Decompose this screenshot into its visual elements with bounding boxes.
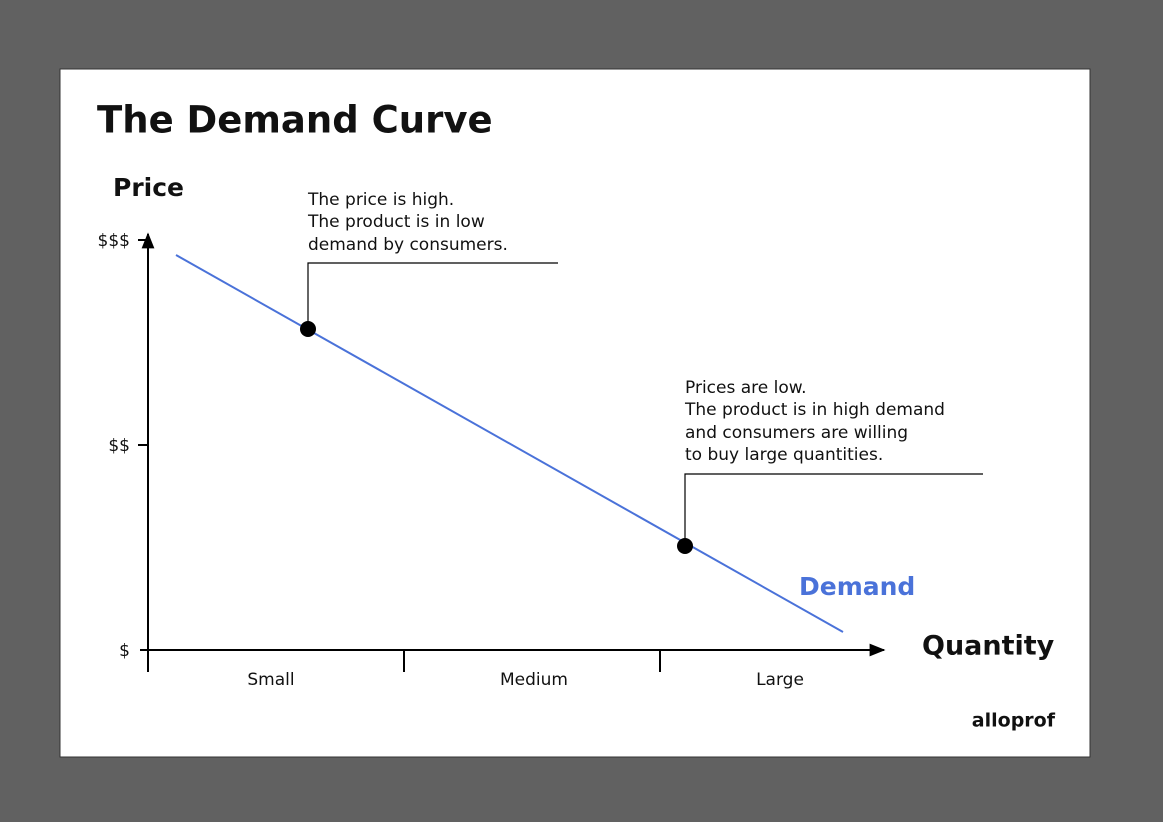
callout-line [684,473,983,546]
annotation-line: to buy large quantities. [685,445,883,465]
panel [59,68,1091,758]
annotation-line: Prices are low. [685,378,807,398]
logo: alloprof [972,710,1056,732]
x-tick-label: Small [247,670,294,690]
point [677,538,693,554]
annotation-line: The product is in low [307,212,485,232]
curve-label: Demand [799,572,915,601]
annotation-line: demand by consumers. [308,235,508,255]
annotation-line: The product is in high demand [684,400,945,420]
callout-line [307,262,558,329]
point [300,321,316,337]
annotation-line: The price is high. [307,190,454,210]
x-tick-label: Large [756,670,804,690]
x-tick-label: Medium [500,670,568,690]
y-axis-label: Price [113,173,184,202]
title: The Demand Curve [97,99,493,142]
y-tick-label: $ [119,641,130,661]
axes [138,232,886,672]
demand-curve [175,254,844,633]
y-tick-label: $$$ [98,231,130,251]
y-tick-label: $$ [108,436,130,456]
annotation-line: and consumers are willing [685,423,908,443]
x-axis-label: Quantity [922,631,1055,662]
